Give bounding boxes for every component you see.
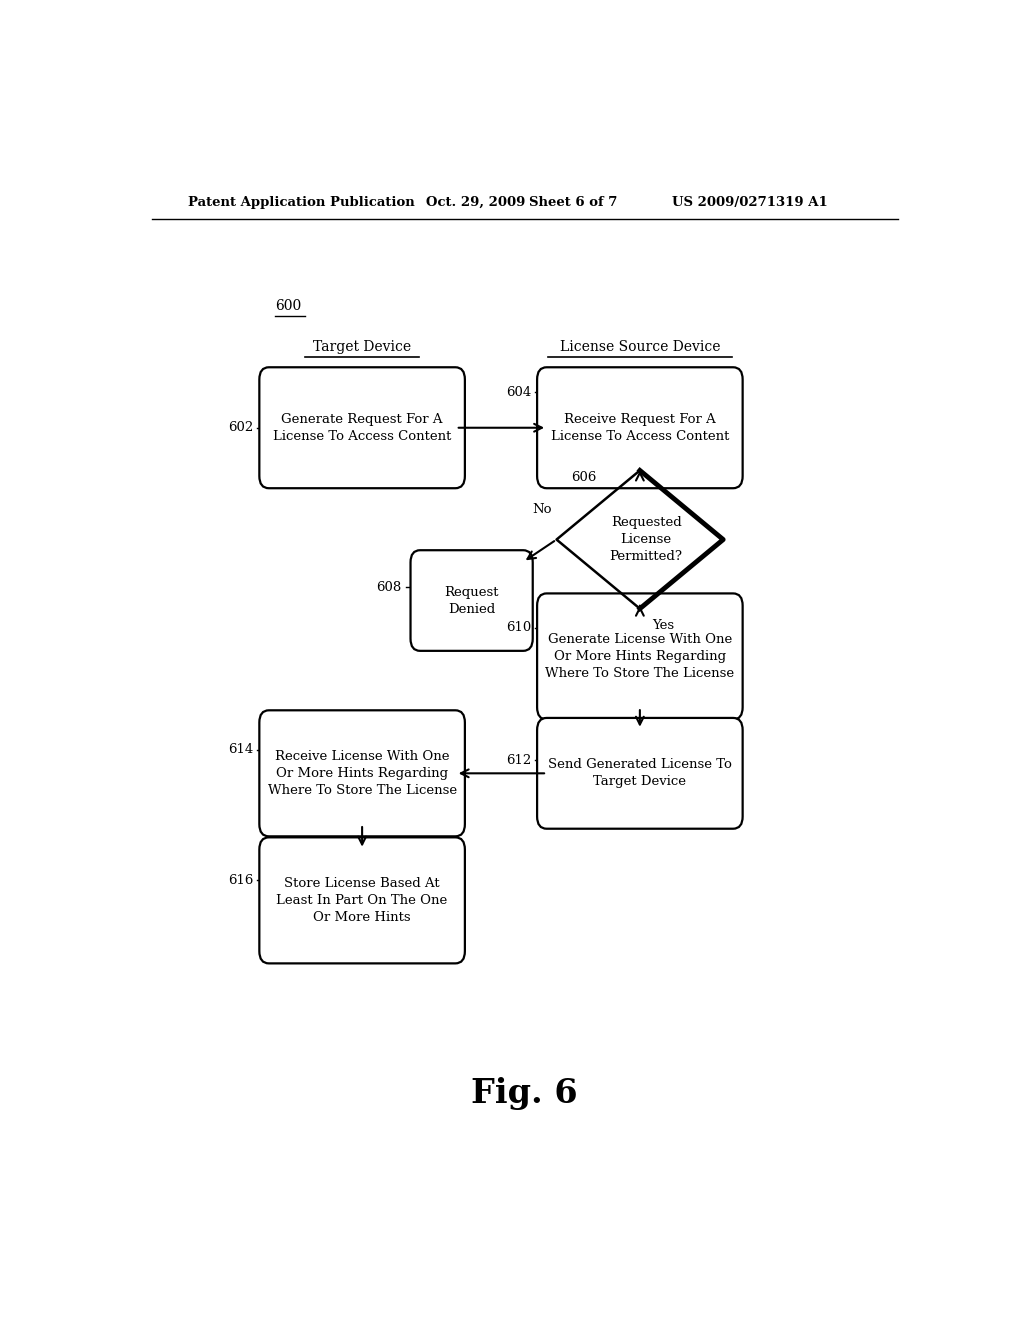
Text: 602: 602 [228,421,253,434]
Text: Request
Denied: Request Denied [444,586,499,615]
FancyBboxPatch shape [259,710,465,837]
Text: Receive License With One
Or More Hints Regarding
Where To Store The License: Receive License With One Or More Hints R… [267,750,457,797]
FancyBboxPatch shape [538,718,742,829]
Text: Yes: Yes [652,619,674,632]
Text: Patent Application Publication: Patent Application Publication [187,195,415,209]
FancyBboxPatch shape [411,550,532,651]
FancyBboxPatch shape [538,367,742,488]
Text: Generate License With One
Or More Hints Regarding
Where To Store The License: Generate License With One Or More Hints … [546,632,734,680]
FancyBboxPatch shape [259,837,465,964]
Text: 608: 608 [377,581,401,594]
Text: US 2009/0271319 A1: US 2009/0271319 A1 [672,195,827,209]
Text: Receive Request For A
License To Access Content: Receive Request For A License To Access … [551,413,729,442]
Text: Send Generated License To
Target Device: Send Generated License To Target Device [548,758,732,788]
Text: 610: 610 [506,622,531,635]
Text: 616: 616 [228,874,253,887]
Text: 606: 606 [570,471,596,484]
Text: 612: 612 [506,754,531,767]
Text: Sheet 6 of 7: Sheet 6 of 7 [528,195,617,209]
Text: 614: 614 [228,743,253,756]
Text: Generate Request For A
License To Access Content: Generate Request For A License To Access… [273,413,452,442]
Text: Target Device: Target Device [313,339,412,354]
Text: 600: 600 [274,298,301,313]
Text: Store License Based At
Least In Part On The One
Or More Hints: Store License Based At Least In Part On … [276,876,447,924]
Text: Requested
License
Permitted?: Requested License Permitted? [609,516,683,564]
Text: Oct. 29, 2009: Oct. 29, 2009 [426,195,525,209]
FancyBboxPatch shape [538,594,742,719]
Text: 604: 604 [506,385,531,399]
FancyBboxPatch shape [259,367,465,488]
Text: No: No [532,503,552,516]
Text: License Source Device: License Source Device [560,339,720,354]
Text: Fig. 6: Fig. 6 [471,1077,579,1110]
Polygon shape [557,470,723,609]
